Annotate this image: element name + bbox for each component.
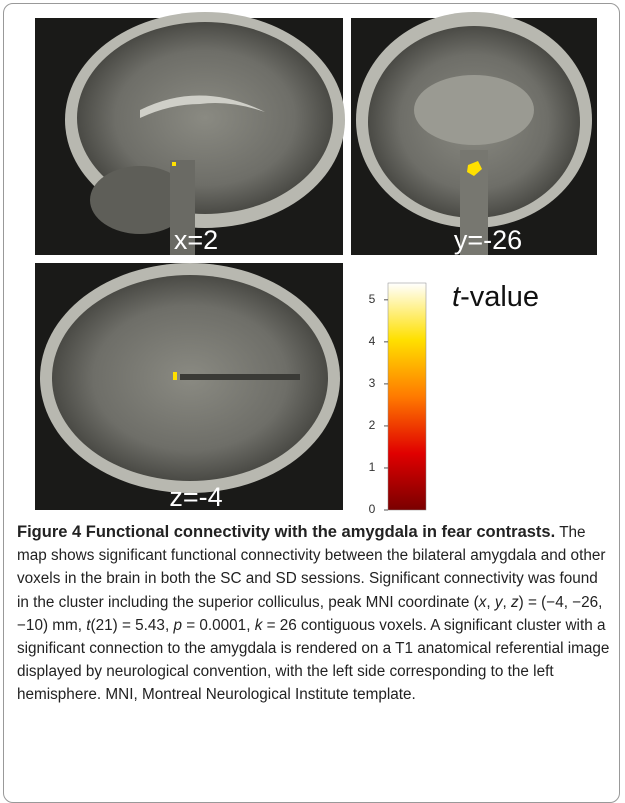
caption-run: p (173, 617, 182, 634)
panel-label: y=-26 (454, 225, 522, 255)
title-run: -value (460, 281, 539, 313)
caption-run: , (486, 594, 495, 611)
tick-label: 3 (369, 376, 376, 390)
caption-body: The map shows significant functional con… (17, 524, 609, 703)
tick-label: 2 (369, 418, 376, 432)
tick-label: 5 (369, 292, 376, 306)
caption: Figure 4 Functional connectivity with th… (17, 521, 611, 707)
tick-label: 1 (369, 460, 376, 474)
activation (172, 162, 176, 166)
caption-run: (21) = 5.43, (91, 617, 174, 634)
activation (173, 372, 177, 380)
colorbar-title: t-value (452, 281, 539, 313)
caption-run: = 0.0001, (182, 617, 255, 634)
axial-image (35, 263, 343, 510)
caption-run: y (495, 594, 503, 611)
caption-run: z (511, 594, 519, 611)
colorbar-ticks: 0 1 2 3 4 5 (369, 292, 388, 516)
colorbar (388, 283, 426, 510)
panel-label: z=-4 (169, 482, 222, 512)
figure-panels: x=2 y=-26 z=-4 t-value 0 1 2 3 4 5 (0, 0, 625, 520)
caption-title: Figure 4 Functional connectivity with th… (17, 523, 555, 541)
tick-label: 0 (369, 502, 376, 516)
tick-label: 4 (369, 334, 376, 348)
sagittal-image (35, 12, 345, 255)
panel-label: x=2 (174, 225, 218, 255)
caption-run: , (503, 594, 512, 611)
coronal-image (351, 12, 597, 255)
